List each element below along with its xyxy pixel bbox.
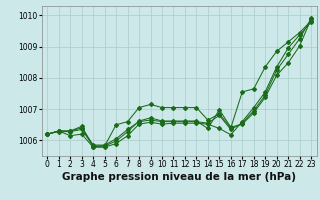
X-axis label: Graphe pression niveau de la mer (hPa): Graphe pression niveau de la mer (hPa) — [62, 172, 296, 182]
